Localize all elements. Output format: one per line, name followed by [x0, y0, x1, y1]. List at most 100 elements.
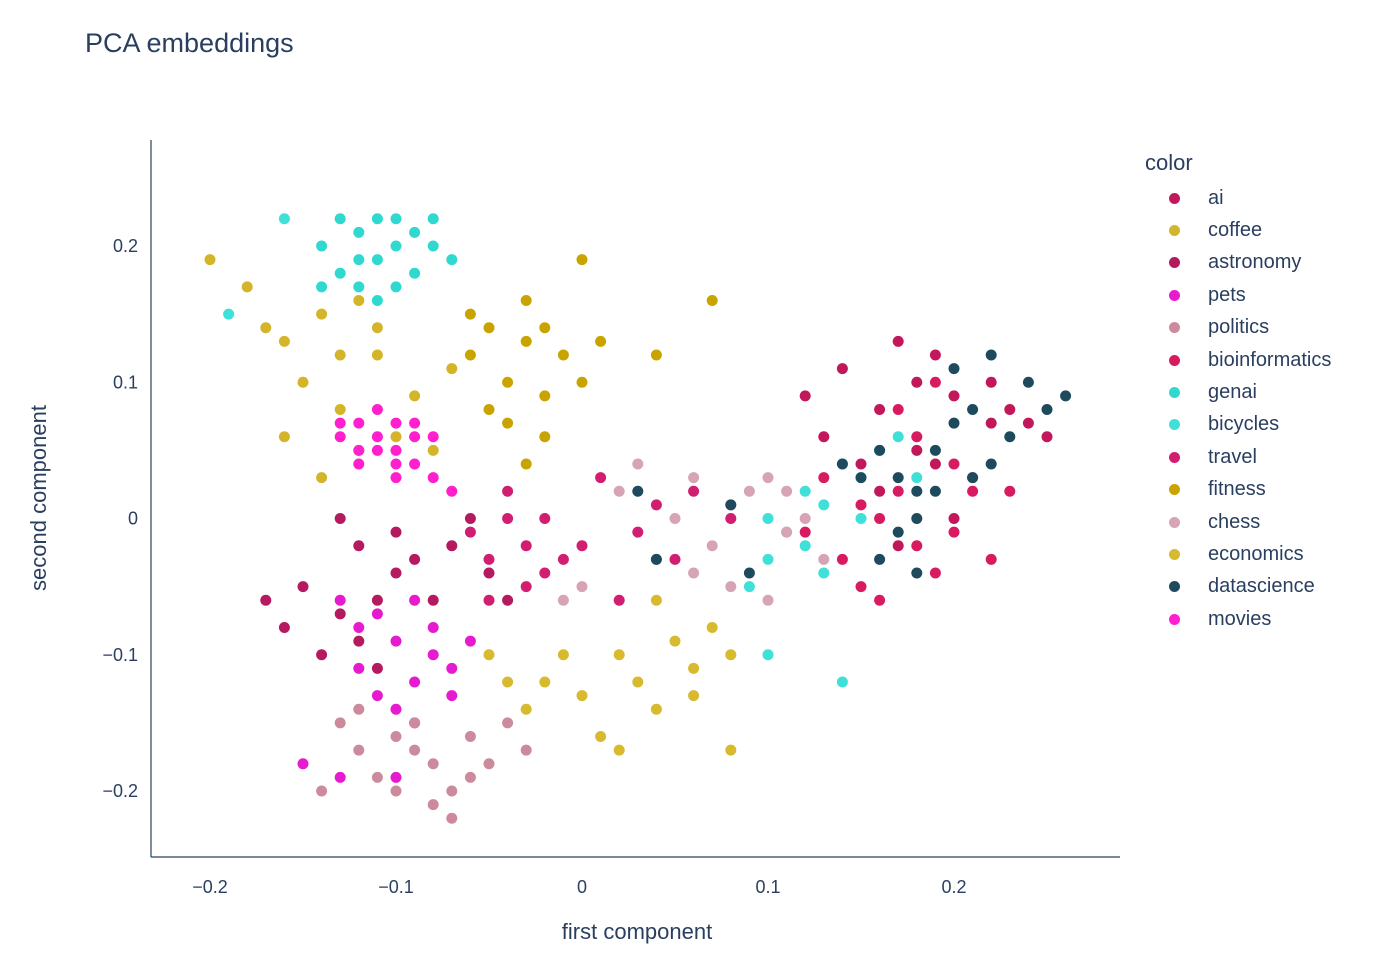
point-datascience[interactable]: [892, 472, 904, 484]
point-datascience[interactable]: [892, 526, 904, 538]
point-coffee[interactable]: [334, 349, 346, 361]
point-economics[interactable]: [595, 731, 607, 742]
point-astronomy[interactable]: [353, 540, 365, 552]
point-movies[interactable]: [353, 458, 365, 470]
point-politics[interactable]: [334, 717, 346, 729]
point-datascience[interactable]: [1041, 404, 1053, 415]
point-coffee[interactable]: [409, 390, 421, 402]
point-economics[interactable]: [576, 690, 588, 702]
point-genai[interactable]: [427, 240, 439, 252]
point-movies[interactable]: [334, 417, 346, 429]
point-chess[interactable]: [781, 485, 793, 497]
point-politics[interactable]: [427, 799, 439, 811]
point-bicycles[interactable]: [762, 649, 774, 661]
point-coffee[interactable]: [316, 308, 328, 320]
point-movies[interactable]: [353, 444, 365, 456]
point-astronomy[interactable]: [353, 635, 365, 647]
point-pets[interactable]: [297, 758, 309, 770]
point-chess[interactable]: [688, 472, 700, 484]
point-fitness[interactable]: [576, 376, 588, 388]
point-bicycles[interactable]: [743, 581, 755, 593]
point-politics[interactable]: [390, 785, 402, 797]
point-travel[interactable]: [502, 485, 514, 497]
point-movies[interactable]: [371, 444, 383, 456]
point-coffee[interactable]: [446, 363, 458, 375]
point-pets[interactable]: [334, 594, 346, 606]
point-chess[interactable]: [706, 540, 718, 552]
point-movies[interactable]: [371, 404, 383, 415]
point-chess[interactable]: [725, 581, 737, 593]
point-bioinformatics[interactable]: [855, 581, 867, 593]
point-genai[interactable]: [353, 254, 365, 266]
point-politics[interactable]: [353, 744, 365, 756]
point-coffee[interactable]: [371, 349, 383, 361]
point-bioinformatics[interactable]: [929, 567, 941, 579]
legend-item-travel[interactable]: travel: [1145, 441, 1331, 473]
point-pets[interactable]: [446, 662, 458, 674]
point-genai[interactable]: [409, 226, 421, 238]
point-pets[interactable]: [334, 771, 346, 783]
point-datascience[interactable]: [855, 472, 867, 484]
point-fitness[interactable]: [539, 431, 551, 443]
legend-item-datascience[interactable]: datascience: [1145, 571, 1331, 603]
point-bioinformatics[interactable]: [1004, 485, 1016, 497]
point-bicycles[interactable]: [911, 472, 923, 484]
point-pets[interactable]: [446, 690, 458, 702]
point-genai[interactable]: [446, 254, 458, 266]
point-pets[interactable]: [427, 622, 439, 633]
point-datascience[interactable]: [948, 417, 960, 429]
point-ai[interactable]: [948, 513, 960, 524]
point-bioinformatics[interactable]: [948, 526, 960, 538]
point-pets[interactable]: [409, 676, 421, 688]
point-ai[interactable]: [892, 540, 904, 552]
point-travel[interactable]: [520, 581, 532, 593]
point-datascience[interactable]: [911, 485, 923, 497]
legend-item-ai[interactable]: ai: [1145, 182, 1331, 214]
point-astronomy[interactable]: [409, 553, 421, 565]
point-fitness[interactable]: [520, 335, 532, 347]
point-genai[interactable]: [353, 281, 365, 293]
point-pets[interactable]: [371, 690, 383, 702]
point-genai[interactable]: [390, 213, 402, 225]
point-genai[interactable]: [409, 267, 421, 279]
point-movies[interactable]: [390, 472, 402, 484]
point-politics[interactable]: [390, 731, 402, 742]
point-travel[interactable]: [576, 540, 588, 552]
point-bicycles[interactable]: [278, 213, 290, 225]
point-datascience[interactable]: [874, 553, 886, 565]
point-politics[interactable]: [316, 785, 328, 797]
point-ai[interactable]: [911, 444, 923, 456]
point-fitness[interactable]: [650, 349, 662, 361]
point-fitness[interactable]: [464, 308, 476, 320]
point-pets[interactable]: [353, 662, 365, 674]
point-economics[interactable]: [539, 676, 551, 688]
point-astronomy[interactable]: [446, 540, 458, 552]
point-economics[interactable]: [650, 594, 662, 606]
point-bicycles[interactable]: [818, 499, 830, 511]
point-astronomy[interactable]: [502, 594, 514, 606]
point-astronomy[interactable]: [316, 649, 328, 661]
legend-item-economics[interactable]: economics: [1145, 538, 1331, 570]
point-politics[interactable]: [446, 785, 458, 797]
point-bioinformatics[interactable]: [874, 513, 886, 524]
point-coffee[interactable]: [316, 472, 328, 484]
point-movies[interactable]: [390, 444, 402, 456]
point-genai[interactable]: [316, 240, 328, 252]
point-economics[interactable]: [650, 703, 662, 715]
point-coffee[interactable]: [241, 281, 253, 293]
point-astronomy[interactable]: [278, 622, 290, 633]
point-chess[interactable]: [557, 594, 569, 606]
point-pets[interactable]: [390, 771, 402, 783]
point-travel[interactable]: [595, 472, 607, 484]
point-genai[interactable]: [316, 281, 328, 293]
point-movies[interactable]: [390, 458, 402, 470]
point-fitness[interactable]: [502, 417, 514, 429]
point-bioinformatics[interactable]: [855, 499, 867, 511]
point-bioinformatics[interactable]: [836, 553, 848, 565]
point-bicycles[interactable]: [818, 567, 830, 579]
point-politics[interactable]: [427, 758, 439, 770]
point-movies[interactable]: [427, 472, 439, 484]
point-travel[interactable]: [539, 513, 551, 524]
legend-item-bicycles[interactable]: bicycles: [1145, 409, 1331, 441]
point-bicycles[interactable]: [892, 431, 904, 443]
